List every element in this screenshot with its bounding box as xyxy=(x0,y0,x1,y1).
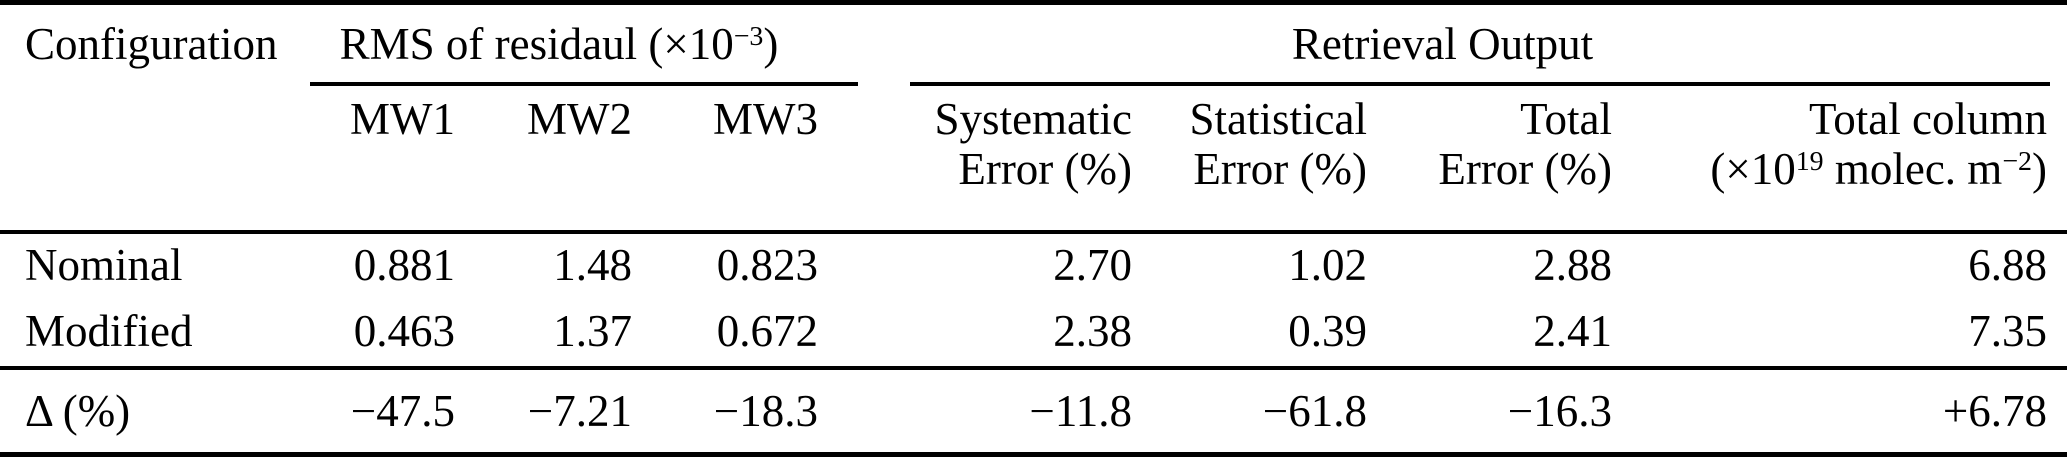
cell-delta-statistical: −61.8 xyxy=(1262,386,1367,436)
header-total-error: Total Error (%) xyxy=(1367,86,1612,230)
cell-modified-total-column: 7.35 xyxy=(1968,306,2047,356)
cell-delta-mw3: −18.3 xyxy=(713,386,818,436)
header-mw1: MW1 xyxy=(350,94,455,144)
total-column-line2: (×1019 molec. m−2) xyxy=(1612,144,2047,194)
rms-group-exponent: −3 xyxy=(733,20,764,52)
total-column-line1: Total column xyxy=(1808,94,2047,144)
cell-nominal-mw2: 1.48 xyxy=(553,240,632,290)
header-total-column: Total column (×1019 molec. m−2) xyxy=(1612,86,2067,230)
cell-nominal-systematic: 2.70 xyxy=(1053,240,1132,290)
header-systematic-error: Systematic Error (%) xyxy=(818,86,1132,230)
bottom-rule-line xyxy=(0,452,2067,457)
cell-modified-mw2: 1.37 xyxy=(553,306,632,356)
body-delta-rule xyxy=(0,366,2067,370)
cell-nominal-total-column: 6.88 xyxy=(1968,240,2047,290)
cell-delta-total-column: +6.78 xyxy=(1942,386,2047,436)
row-label-modified: Modified xyxy=(25,306,193,356)
statistical-line2: Error (%) xyxy=(1193,144,1367,194)
cell-modified-mw1: 0.463 xyxy=(353,306,455,356)
cell-nominal-statistical: 1.02 xyxy=(1288,240,1367,290)
body-delta-rule-line xyxy=(0,366,2067,370)
cell-delta-total-error: −16.3 xyxy=(1507,386,1612,436)
top-rule xyxy=(0,0,2067,5)
header-configuration: Configuration xyxy=(25,18,278,69)
cell-delta-mw1: −47.5 xyxy=(350,386,455,436)
cell-modified-mw3: 0.672 xyxy=(716,306,818,356)
cell-nominal-mw1: 0.881 xyxy=(353,240,455,290)
systematic-line1: Systematic xyxy=(934,94,1132,144)
bottom-rule xyxy=(0,452,2067,457)
header-retrieval-group: Retrieval Output xyxy=(1291,18,1594,69)
table-row-nominal: Nominal 0.881 1.48 0.823 2.70 1.02 2.88 … xyxy=(0,234,2067,296)
rms-group-text: RMS of residaul (×10 xyxy=(339,18,734,69)
cell-delta-mw2: −7.21 xyxy=(527,386,632,436)
tc-unit-close: ) xyxy=(2032,144,2047,194)
statistical-line1: Statistical xyxy=(1189,94,1367,144)
header-mw3: MW3 xyxy=(713,94,818,144)
tc-unit-exponent2: −2 xyxy=(2002,146,2032,178)
cell-delta-systematic: −11.8 xyxy=(1029,386,1132,436)
total-error-line1: Total xyxy=(1520,94,1612,144)
group-header-row: Configuration RMS of residaul (×10−3) Re… xyxy=(0,5,2067,82)
cell-nominal-total-error: 2.88 xyxy=(1533,240,1612,290)
header-body-rule xyxy=(0,230,2067,234)
rms-group-close: ) xyxy=(763,18,779,69)
row-label-nominal: Nominal xyxy=(25,240,183,290)
top-rule-line xyxy=(0,0,2067,5)
cell-modified-statistical: 0.39 xyxy=(1288,306,1367,356)
rms-cmidrule xyxy=(310,82,858,86)
column-header-empty xyxy=(0,86,300,230)
row-label-delta: Δ (%) xyxy=(25,386,131,436)
header-rms-group: RMS of residaul (×10−3) xyxy=(300,5,818,82)
table-row-modified: Modified 0.463 1.37 0.672 2.38 0.39 2.41… xyxy=(0,296,2067,366)
tc-unit-pre: (×10 xyxy=(1710,144,1796,194)
total-error-line2: Error (%) xyxy=(1438,144,1612,194)
tc-unit-mid: molec. m xyxy=(1823,144,2003,194)
cmidrule-row xyxy=(0,82,2067,86)
header-mw2: MW2 xyxy=(527,94,632,144)
cell-modified-total-error: 2.41 xyxy=(1533,306,1612,356)
header-body-rule-line xyxy=(0,230,2067,234)
column-header-row: MW1 MW2 MW3 Systematic Error (%) Statist… xyxy=(0,86,2067,230)
cell-nominal-mw3: 0.823 xyxy=(716,240,818,290)
header-statistical-error: Statistical Error (%) xyxy=(1132,86,1367,230)
cell-modified-systematic: 2.38 xyxy=(1053,306,1132,356)
tc-unit-exponent1: 19 xyxy=(1795,146,1824,178)
table-row-delta: Δ (%) −47.5 −7.21 −18.3 −11.8 −61.8 −16.… xyxy=(0,370,2067,452)
systematic-line2: Error (%) xyxy=(958,144,1132,194)
retrieval-cmidrule xyxy=(910,82,2050,86)
